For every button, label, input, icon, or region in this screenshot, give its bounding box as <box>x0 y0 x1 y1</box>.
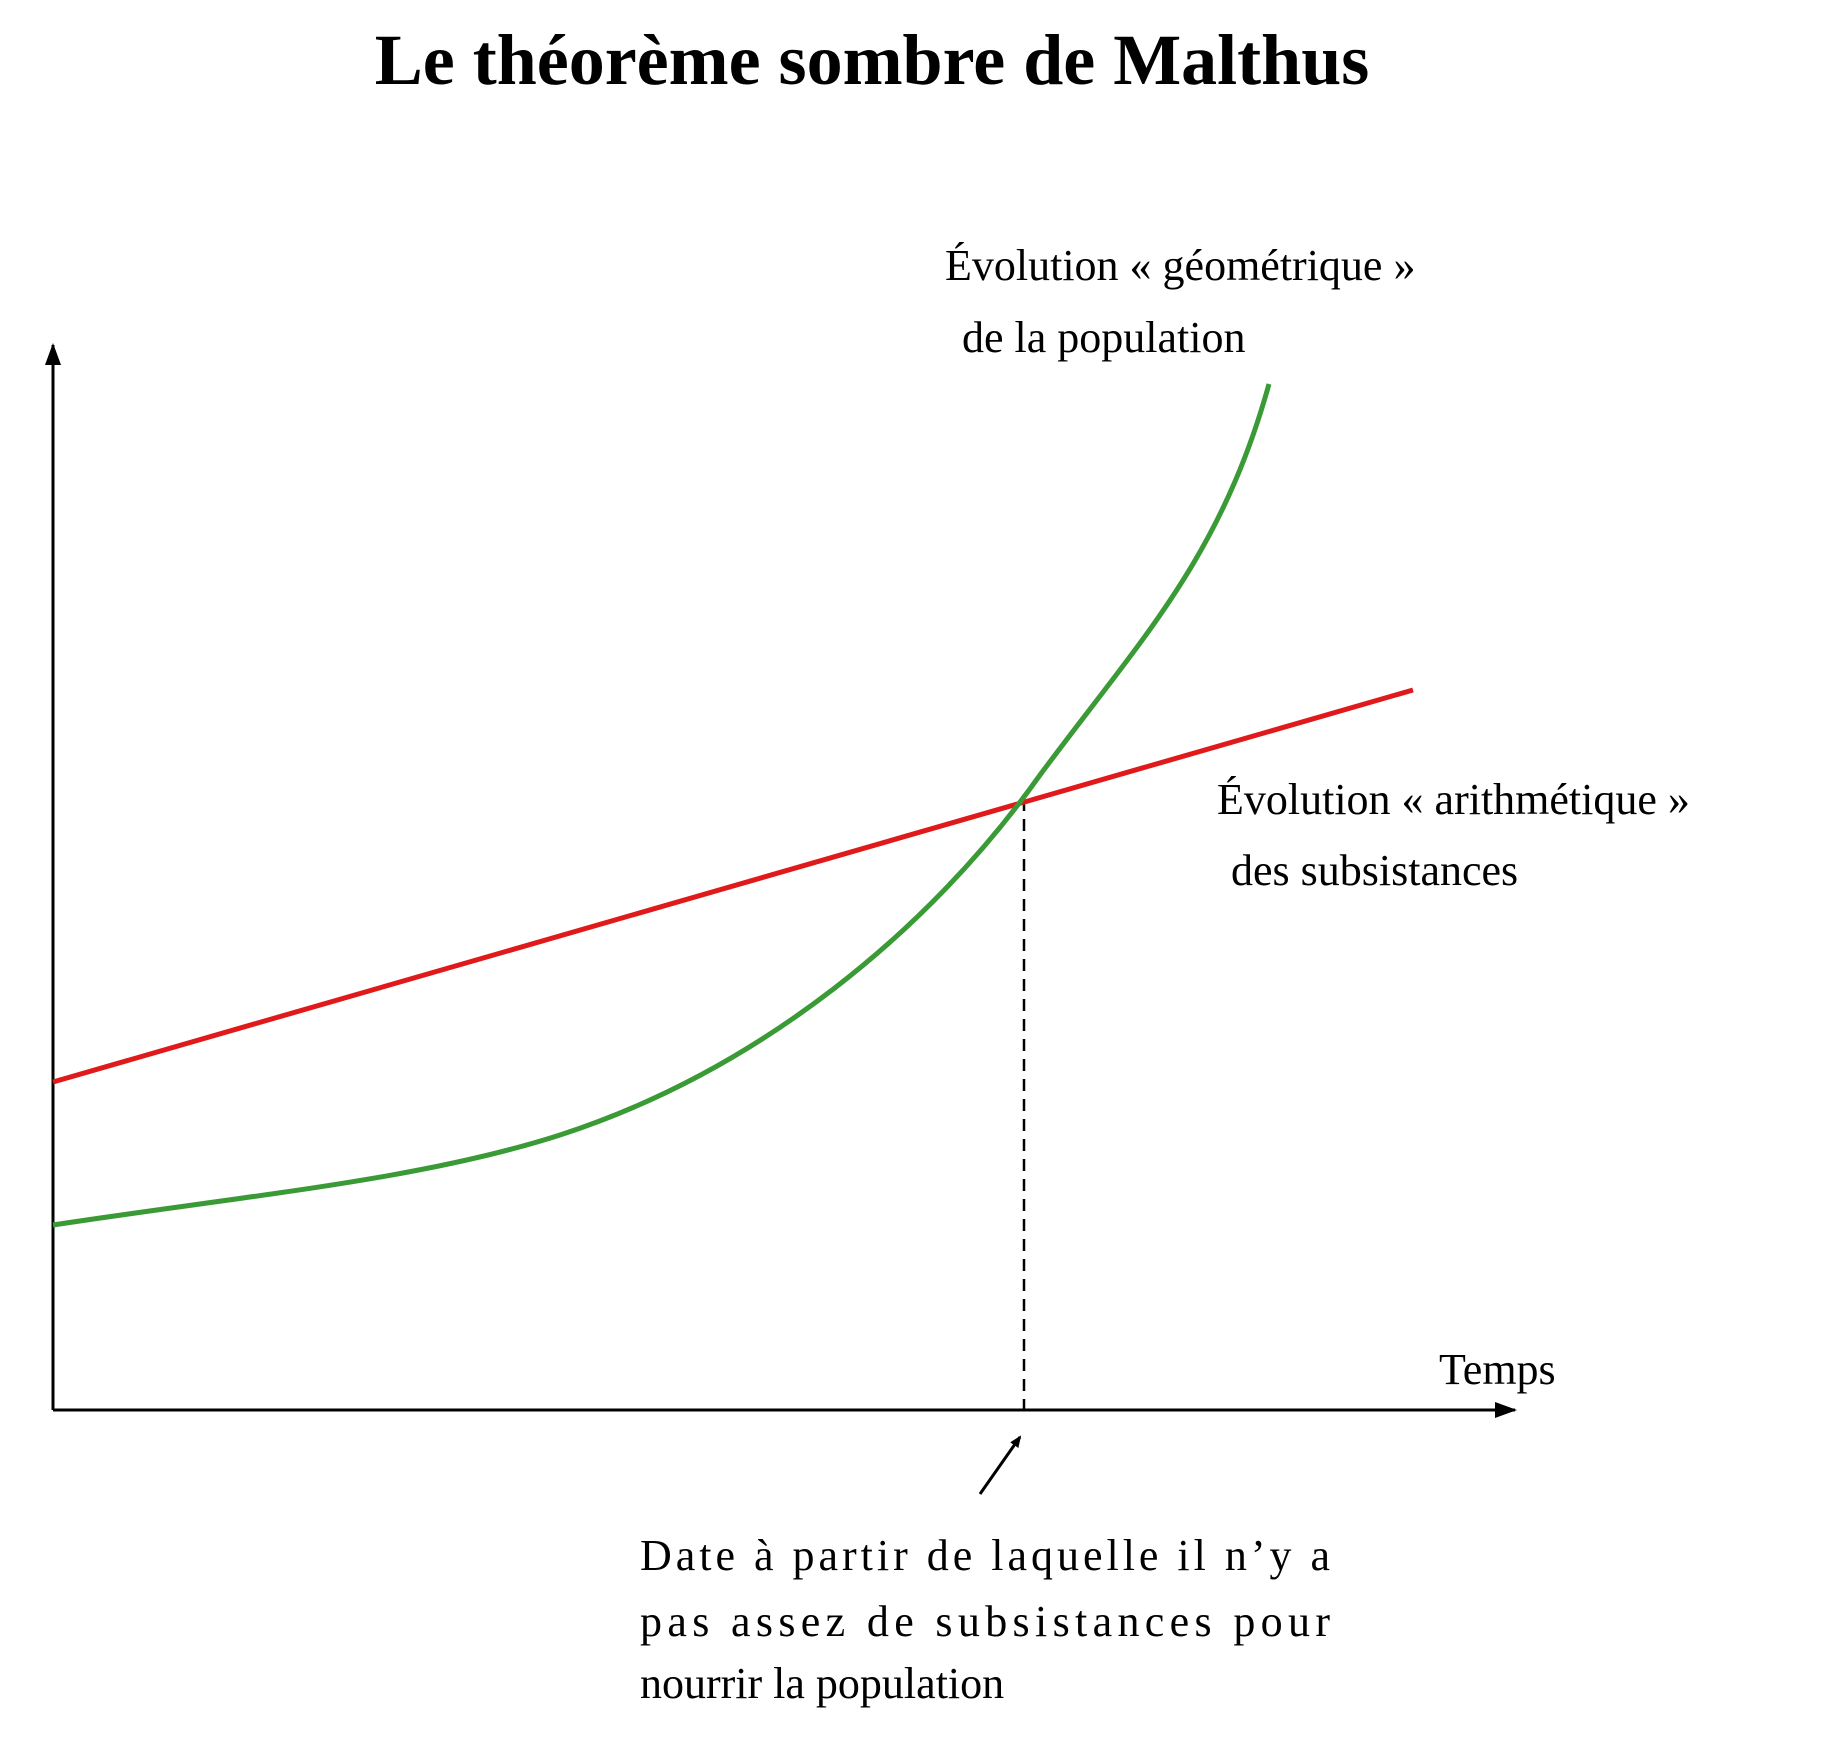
arithmetic-line <box>52 687 1414 1085</box>
arithmetic-label: des subsistances <box>1231 846 1518 895</box>
x-axis-label: Temps <box>1439 1345 1556 1394</box>
geometric-label: de la population <box>962 313 1246 362</box>
arithmetic-label: Évolution « arithmétique » <box>1217 775 1690 824</box>
note-line: Date à partir de laquelle il n’y a <box>640 1531 1330 1580</box>
note-line: pas assez de subsistances pour <box>640 1597 1330 1646</box>
note-line: nourrir la population <box>640 1659 1004 1708</box>
geometric-label: Évolution « géométrique » <box>945 241 1415 290</box>
title: Le théorème sombre de Malthus <box>375 20 1370 100</box>
geometric-curve <box>52 383 1272 1228</box>
note-arrow <box>978 1435 1022 1495</box>
